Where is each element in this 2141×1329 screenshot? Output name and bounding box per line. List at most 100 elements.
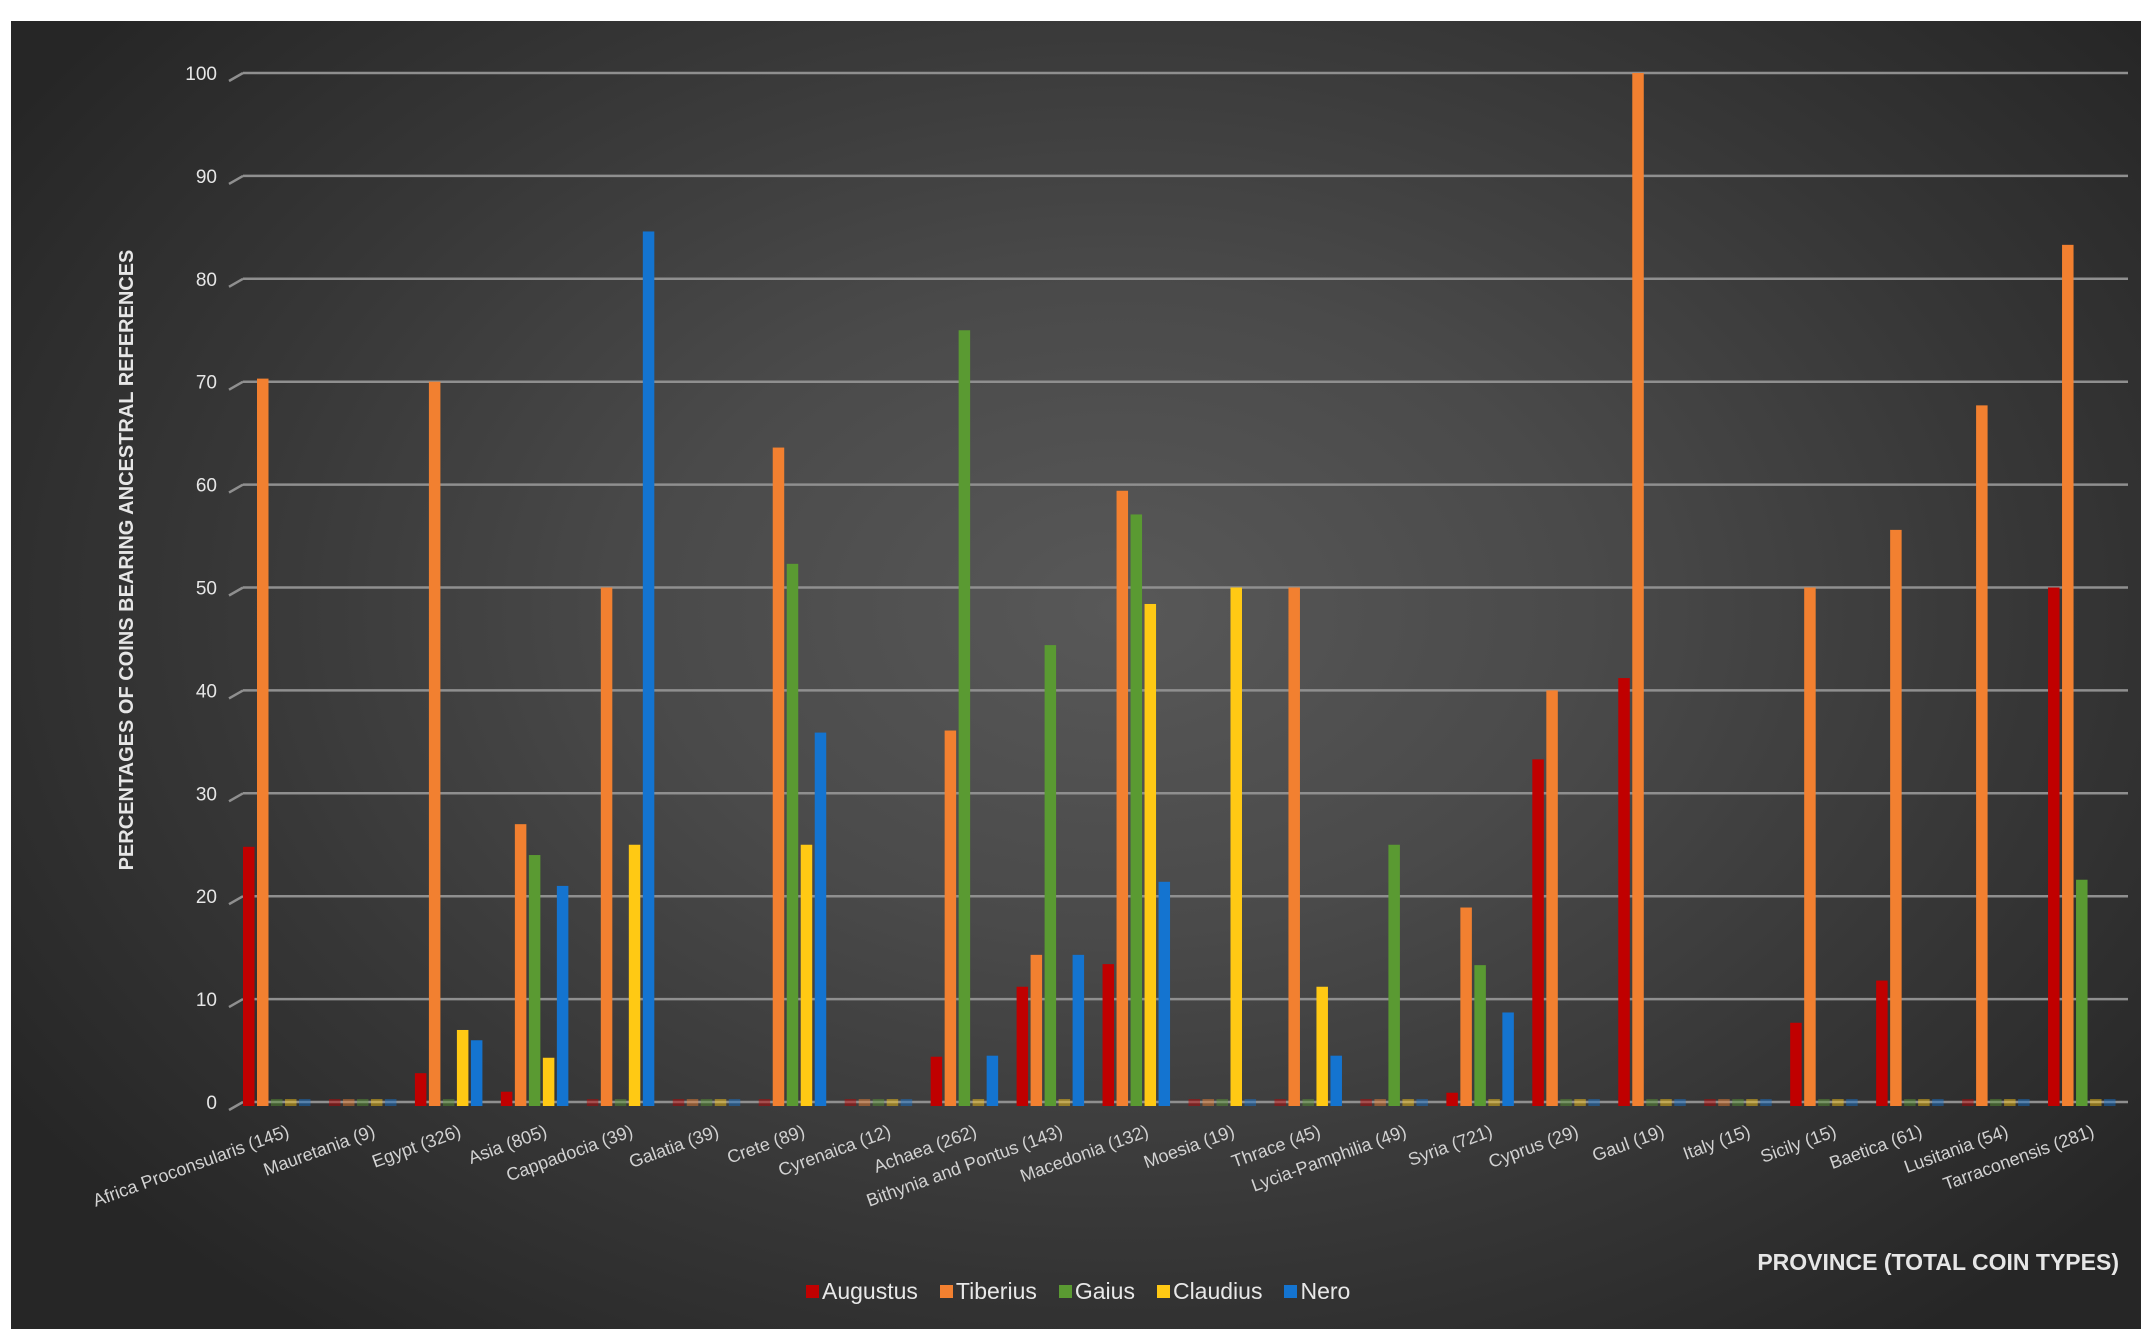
- bar-augustus: Augustus – Achaea (262): 4.4: [930, 1056, 943, 1106]
- bar-claudius: Claudius – Africa Proconsularis (145): 0: [285, 1099, 297, 1106]
- bar-nero: Nero – Moesia (19): 0: [1244, 1099, 1256, 1106]
- bar-gaius: Gaius – Gaul (19): 0: [1646, 1099, 1658, 1106]
- bar-claudius: Claudius – Achaea (262): 0: [972, 1099, 985, 1106]
- bar-nero: Nero – Cappadocia (39): 84.6: [642, 231, 655, 1106]
- bar-gaius: Gaius – Bithynia and Pontus (143): 44.4: [1044, 645, 1057, 1106]
- bar-group: Augustus – Mauretania (9): 0Tiberius – M…: [328, 1099, 397, 1106]
- bar-nero: Nero – Gaul (19): 0: [1674, 1099, 1686, 1106]
- bar-nero: Nero – Lusitania (54): 0: [2018, 1099, 2030, 1106]
- bar-claudius: Claudius – Baetica (61): 0: [1918, 1099, 1930, 1106]
- bar-tiberius: Tiberius – Achaea (262): 36.1: [944, 730, 957, 1106]
- legend-swatch-icon: [1284, 1284, 1298, 1298]
- gridline-tick: [228, 71, 244, 83]
- bar-gaius: Gaius – Galatia (39): 0: [700, 1099, 713, 1106]
- bar-gaius: Gaius – Macedonia (132): 57.1: [1130, 514, 1143, 1106]
- bar-augustus: Augustus – Mauretania (9): 0: [328, 1099, 341, 1106]
- y-tick-label: 90: [196, 167, 217, 188]
- bar-tiberius: Tiberius – Crete (89): 63.6: [772, 447, 785, 1106]
- bar-tiberius: Tiberius – Gaul (19): 100: [1632, 73, 1644, 1106]
- bar-group: Augustus – Asia (805): 1Tiberius – Asia …: [500, 824, 569, 1106]
- bar-nero: Nero – Africa Proconsularis (145): 0: [299, 1099, 311, 1106]
- bar-augustus: Augustus – Crete (89): 0: [758, 1099, 771, 1106]
- legend-item-gaius: Gaius: [1058, 1277, 1135, 1305]
- chart-legend: Augustus Tiberius Gaius Claudius Nero: [806, 1276, 1350, 1306]
- legend-item-nero: Nero: [1284, 1278, 1350, 1305]
- bar-claudius: Claudius – Bithynia and Pontus (143): 0: [1058, 1099, 1071, 1106]
- y-tick-label: 0: [206, 1093, 217, 1114]
- bar-gaius: Gaius – Thrace (45): 0: [1302, 1099, 1314, 1106]
- bar-claudius: Claudius – Asia (805): 4.3: [542, 1057, 555, 1106]
- gridline-tick: [228, 380, 244, 391]
- bar-nero: Nero – Cyrenaica (12): 0: [900, 1099, 913, 1106]
- gridline-tick: [228, 483, 244, 494]
- y-tick-label: 10: [196, 990, 217, 1011]
- bar-claudius: Claudius – Sicily (15): 0: [1832, 1099, 1844, 1106]
- bar-augustus: Augustus – Italy (15): 0: [1704, 1099, 1716, 1106]
- bar-gaius: Gaius – Crete (89): 52.3: [786, 563, 799, 1106]
- bar-claudius: Claudius – Italy (15): 0: [1746, 1099, 1758, 1106]
- bar-group: Augustus – Gaul (19): 41.2Tiberius – Gau…: [1618, 73, 1686, 1106]
- bar-nero: Nero – Cyprus (29): 0: [1588, 1099, 1600, 1106]
- bar-nero: Nero – Tarraconensis (281): 0: [2104, 1099, 2116, 1106]
- bar-nero: Nero – Egypt (326): 6: [470, 1040, 483, 1106]
- bar-claudius: Claudius – Cyprus (29): 0: [1574, 1099, 1586, 1106]
- bar-augustus: Augustus – Baetica (61): 11.8: [1876, 980, 1888, 1106]
- bar-group: Augustus – Baetica (61): 11.8Tiberius – …: [1876, 529, 1944, 1106]
- bar-nero: Nero – Italy (15): 0: [1760, 1099, 1772, 1106]
- bar-nero: Nero – Achaea (262): 4.5: [986, 1055, 999, 1106]
- bar-gaius: Gaius – Tarraconensis (281): 21.6: [2076, 879, 2088, 1106]
- bar-augustus: Augustus – Thrace (45): 0: [1274, 1099, 1286, 1106]
- bar-augustus: Augustus – Gaul (19): 41.2: [1618, 678, 1630, 1106]
- bar-augustus: Augustus – Asia (805): 1: [500, 1091, 513, 1106]
- bar-nero: Nero – Galatia (39): 0: [728, 1099, 741, 1106]
- legend-item-claudius: Claudius: [1156, 1277, 1263, 1305]
- bar-group: Augustus – Cappadocia (39): 0Tiberius – …: [586, 231, 655, 1106]
- bar-group: Augustus – Lusitania (54): 0Tiberius – L…: [1962, 405, 2030, 1106]
- bar-group: Augustus – Crete (89): 0Tiberius – Crete…: [758, 447, 827, 1106]
- bar-gaius: Gaius – Sicily (15): 0: [1818, 1099, 1830, 1106]
- legend-swatch-icon: [939, 1284, 953, 1298]
- x-category-label: Moesia (19): [1141, 1121, 1237, 1172]
- bar-nero: Nero – Bithynia and Pontus (143): 14.3: [1072, 954, 1085, 1106]
- legend-label: Tiberius: [955, 1277, 1037, 1304]
- legend-swatch-icon: [1156, 1284, 1170, 1298]
- bar-tiberius: Tiberius – Egypt (326): 70: [428, 381, 441, 1106]
- legend-swatch-icon: [1058, 1284, 1072, 1298]
- bar-tiberius: Tiberius – Mauretania (9): 0: [342, 1099, 355, 1106]
- bar-claudius: Claudius – Thrace (45): 11.2: [1316, 986, 1328, 1106]
- bar-group: Augustus – Macedonia (132): 13.4Tiberius…: [1102, 490, 1171, 1106]
- legend-label: Claudius: [1172, 1277, 1263, 1304]
- gridline-tick: [228, 792, 244, 803]
- y-tick-label: 30: [196, 784, 217, 805]
- bar-tiberius: Tiberius – Galatia (39): 0: [686, 1099, 699, 1106]
- legend-item-augustus: Augustus: [806, 1278, 918, 1305]
- bar-nero: Nero – Macedonia (132): 21.4: [1158, 881, 1171, 1106]
- bar-tiberius: Tiberius – Cappadocia (39): 50: [600, 587, 613, 1106]
- bar-gaius: Gaius – Africa Proconsularis (145): 0: [271, 1099, 283, 1106]
- bar-chart: 0 10 20 30 40 50 60 70 80 90 100 Augustus – Africa …: [90, 64, 2128, 1275]
- bar-claudius: Claudius – Syria (721): 0: [1488, 1099, 1500, 1106]
- legend-label: Augustus: [822, 1277, 918, 1304]
- bar-tiberius: Tiberius – Asia (805): 27: [514, 824, 527, 1106]
- bar-tiberius: Tiberius – Bithynia and Pontus (143): 14…: [1030, 954, 1043, 1106]
- bar-augustus: Augustus – Sicily (15): 7.7: [1790, 1022, 1802, 1106]
- x-category-label: Galatia (39): [626, 1121, 721, 1172]
- x-category-label: Syria (721): [1405, 1121, 1495, 1170]
- bar-augustus: Augustus – Lusitania (54): 0: [1962, 1099, 1974, 1106]
- bar-group: Augustus – Achaea (262): 4.4Tiberius – A…: [930, 330, 999, 1106]
- gridline-tick: [228, 174, 244, 185]
- bar-gaius: Gaius – Moesia (19): 0: [1216, 1099, 1228, 1106]
- bar-claudius: Claudius – Lusitania (54): 0: [2004, 1099, 2016, 1106]
- bar-nero: Nero – Asia (805): 21: [556, 885, 569, 1106]
- legend-label: Gaius: [1074, 1277, 1135, 1304]
- bar-tiberius: Tiberius – Moesia (19): 0: [1202, 1099, 1214, 1106]
- y-tick-label: 40: [196, 681, 217, 702]
- bar-group: Augustus – Africa Proconsularis (145): 2…: [243, 378, 311, 1106]
- bar-gaius: Gaius – Asia (805): 24: [528, 855, 541, 1106]
- y-tick-label: 60: [196, 476, 217, 497]
- y-tick-label: 80: [196, 270, 217, 291]
- bar-tiberius: Tiberius – Africa Proconsularis (145): 7…: [257, 378, 269, 1106]
- bar-gaius: Gaius – Achaea (262): 75: [958, 330, 971, 1106]
- bar-augustus: Augustus – Tarraconensis (281): 50: [2048, 587, 2060, 1106]
- legend-item-tiberius: Tiberius: [939, 1277, 1037, 1305]
